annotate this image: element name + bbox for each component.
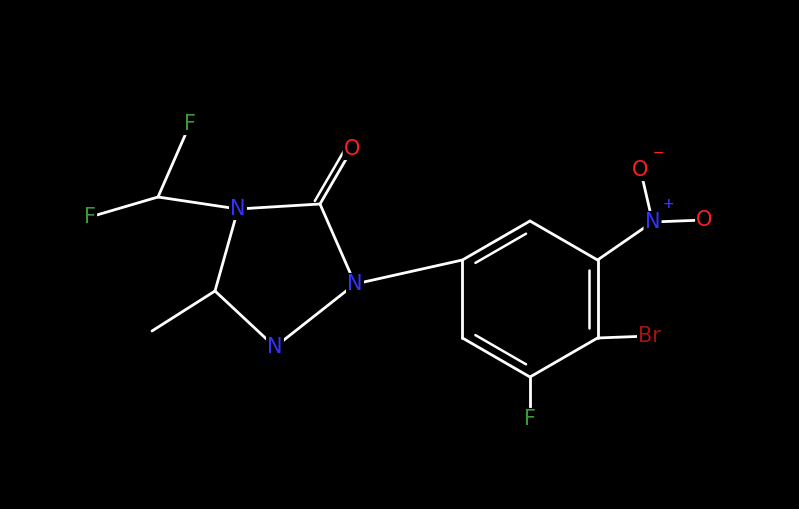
Text: O: O [632,160,649,180]
Text: −: − [653,146,664,160]
Text: F: F [84,207,96,227]
Text: O: O [344,139,360,159]
Text: F: F [84,207,96,227]
Text: N: N [230,199,246,219]
Text: F: F [524,409,536,429]
Text: N: N [267,337,283,357]
Text: Br: Br [638,326,661,346]
Text: +: + [662,197,674,211]
Text: Br: Br [638,326,661,346]
Text: F: F [184,114,196,134]
Text: N: N [645,212,660,232]
Text: O: O [697,210,713,230]
Text: N: N [348,274,363,294]
Text: O: O [697,210,713,230]
Text: N: N [645,212,660,232]
Text: N: N [267,337,283,357]
Text: O: O [632,160,649,180]
Text: F: F [184,114,196,134]
Text: O: O [344,139,360,159]
Text: N: N [348,274,363,294]
Text: N: N [230,199,246,219]
Text: F: F [524,409,536,429]
Text: −: − [653,146,664,160]
Text: +: + [662,197,674,211]
